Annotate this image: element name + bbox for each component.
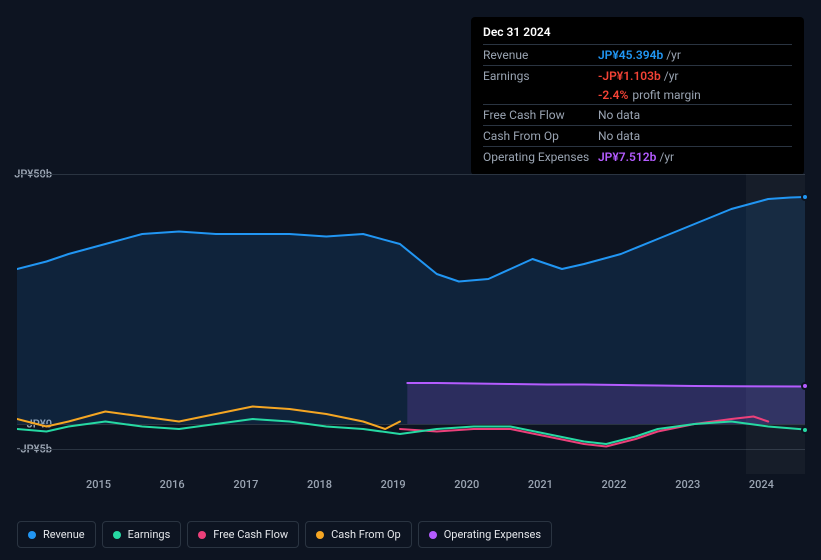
- legend-label: Earnings: [128, 528, 171, 541]
- tooltip-row: Free Cash FlowNo data: [483, 104, 792, 125]
- legend-label: Operating Expenses: [444, 528, 541, 541]
- tooltip-row-value: -JP¥1.103b/yr: [598, 69, 678, 83]
- tooltip-date: Dec 31 2024: [483, 25, 792, 44]
- tooltip-row-value: JP¥45.394b/yr: [598, 48, 681, 62]
- x-axis-label: 2021: [528, 478, 553, 491]
- x-axis-label: 2018: [307, 478, 332, 491]
- legend-label: Cash From Op: [331, 528, 401, 541]
- tooltip-margin: -2.4%profit margin: [483, 86, 792, 104]
- tooltip-row-value: No data: [598, 129, 640, 143]
- x-axis-label: 2023: [675, 478, 700, 491]
- tooltip-row-label: Cash From Op: [483, 129, 598, 143]
- series-marker: [801, 193, 809, 201]
- x-axis-label: 2019: [381, 478, 406, 491]
- tooltip-row-value: No data: [598, 108, 640, 122]
- tooltip-row: RevenueJP¥45.394b/yr: [483, 44, 792, 65]
- chart-tooltip: Dec 31 2024 RevenueJP¥45.394b/yrEarnings…: [471, 17, 804, 175]
- x-axis-label: 2024: [749, 478, 774, 491]
- series-marker: [801, 426, 809, 434]
- legend-dot-icon: [113, 531, 121, 539]
- legend-item[interactable]: Cash From Op: [305, 521, 412, 548]
- tooltip-row-label: Free Cash Flow: [483, 108, 598, 122]
- series-marker: [801, 382, 809, 390]
- tooltip-row: Cash From OpNo data: [483, 125, 792, 146]
- tooltip-row-label: Revenue: [483, 48, 598, 62]
- legend-dot-icon: [429, 531, 437, 539]
- legend-item[interactable]: Earnings: [102, 521, 182, 548]
- x-axis-label: 2016: [160, 478, 185, 491]
- x-axis-label: 2017: [233, 478, 258, 491]
- tooltip-row: Earnings-JP¥1.103b/yr: [483, 65, 792, 86]
- chart-legend: Revenue Earnings Free Cash Flow Cash From O…: [17, 521, 552, 548]
- x-axis-label: 2020: [454, 478, 479, 491]
- tooltip-row: Operating ExpensesJP¥7.512b/yr: [483, 146, 792, 167]
- tooltip-row-label: Operating Expenses: [483, 150, 598, 164]
- legend-label: Free Cash Flow: [213, 528, 288, 541]
- tooltip-row-label: Earnings: [483, 69, 598, 83]
- legend-dot-icon: [28, 531, 36, 539]
- legend-dot-icon: [316, 531, 324, 539]
- x-axis-label: 2015: [86, 478, 111, 491]
- line-chart[interactable]: [17, 174, 805, 474]
- legend-item[interactable]: Free Cash Flow: [187, 521, 299, 548]
- legend-item[interactable]: Revenue: [17, 521, 96, 548]
- x-axis-label: 2022: [602, 478, 627, 491]
- legend-dot-icon: [198, 531, 206, 539]
- legend-label: Revenue: [43, 528, 85, 541]
- legend-item[interactable]: Operating Expenses: [418, 521, 552, 548]
- tooltip-row-value: JP¥7.512b/yr: [598, 150, 674, 164]
